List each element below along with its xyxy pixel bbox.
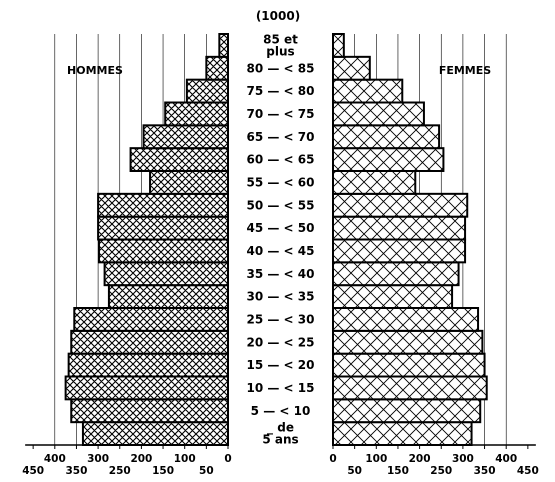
bar-femmes — [332, 33, 345, 58]
bar-femmes — [332, 124, 441, 150]
bar-femmes — [332, 261, 460, 287]
age-group-label: 55 — < 60 — [247, 175, 315, 189]
bar-hommes — [97, 192, 229, 218]
bar-hommes — [107, 284, 229, 309]
tick-label-left: 250 — [109, 465, 131, 477]
tick-label-right: 50 — [347, 465, 362, 477]
bar-hommes — [97, 238, 229, 264]
bar-hommes — [205, 55, 230, 81]
tick-label-left: 0 — [224, 453, 231, 465]
age-group-label: 5 — < 10 — [251, 404, 311, 418]
bar-hommes — [73, 307, 229, 332]
series-label-hommes: HOMMES — [67, 64, 123, 77]
age-group-label: 40 — < 45 — [247, 244, 315, 258]
tick-label-left: 50 — [199, 465, 214, 477]
axes — [25, 34, 536, 446]
bar-hommes — [218, 33, 229, 58]
age-group-label: 60 — < 65 — [247, 153, 315, 167]
bar-hommes — [149, 170, 229, 195]
age-group-label: 10 — < 15 — [247, 381, 315, 395]
bar-femmes — [332, 307, 480, 332]
bar-hommes — [64, 375, 229, 401]
age-group-label: 15 — < 20 — [247, 358, 315, 372]
bar-hommes — [103, 261, 229, 287]
age-group-label: 70 — < 75 — [247, 107, 315, 121]
tick-label-right: 0 — [329, 453, 336, 465]
tick-label-left: 100 — [174, 453, 196, 465]
tick-label-left: 400 — [44, 453, 66, 465]
bar-hommes — [129, 147, 229, 173]
unit-label: (1000) — [256, 9, 300, 23]
tick-label-right: 250 — [430, 465, 452, 477]
bar-hommes — [67, 352, 229, 378]
age-group-label: 35 — < 40 — [247, 267, 315, 281]
bar-femmes — [332, 284, 454, 309]
bar-hommes — [81, 421, 229, 446]
tick-label-right: 400 — [495, 453, 517, 465]
tick-label-left: 350 — [65, 465, 87, 477]
femmes-bars — [332, 33, 488, 446]
age-group-label: 25 — < 30 — [247, 312, 315, 326]
age-group-label: 75 — < 80 — [247, 84, 315, 98]
bar-femmes — [332, 398, 482, 424]
age-group-label: 65 — < 70 — [247, 130, 315, 144]
bar-femmes — [332, 78, 404, 104]
tick-label-right: 450 — [517, 465, 539, 477]
tick-label-right: 150 — [387, 465, 409, 477]
bar-femmes — [332, 421, 473, 446]
age-group-label: 30 — < 35 — [247, 290, 315, 304]
tick-label-left: 200 — [130, 453, 152, 465]
tick-label-left: 150 — [152, 465, 174, 477]
bar-hommes — [70, 329, 229, 355]
tick-label-left: 450 — [22, 465, 44, 477]
bar-femmes — [332, 101, 425, 127]
bar-femmes — [332, 375, 488, 401]
bar-femmes — [332, 215, 467, 241]
bar-femmes — [332, 55, 371, 81]
bar-femmes — [332, 238, 467, 264]
age-group-label: 80 — < 85 — [247, 61, 315, 75]
tick-label-right: 350 — [474, 465, 496, 477]
bar-hommes — [185, 78, 230, 104]
bar-femmes — [332, 329, 484, 355]
age-group-labels: _ de 5 ans 5 — < 10 10 — < 15 15 — < 20 20 — … — [247, 32, 315, 446]
hommes-bars — [64, 33, 230, 446]
age-group-label: 85 et plus — [263, 32, 298, 58]
bar-hommes — [164, 101, 229, 127]
bar-hommes — [97, 215, 229, 241]
bar-femmes — [332, 352, 486, 378]
bar-hommes — [142, 124, 229, 150]
tick-label-left: 300 — [87, 453, 109, 465]
age-group-label: 20 — < 25 — [247, 335, 315, 349]
bar-femmes — [332, 170, 417, 195]
age-group-label: 45 — < 50 — [247, 221, 315, 235]
age-group-label: _ de 5 ans — [262, 421, 298, 447]
bar-femmes — [332, 192, 469, 218]
bar-hommes — [70, 398, 229, 424]
tick-label-right: 300 — [452, 453, 474, 465]
series-label-femmes: FEMMES — [439, 64, 491, 77]
age-group-label: 50 — < 55 — [247, 198, 315, 212]
bar-femmes — [332, 147, 445, 173]
tick-label-right: 200 — [409, 453, 431, 465]
tick-label-right: 100 — [365, 453, 387, 465]
